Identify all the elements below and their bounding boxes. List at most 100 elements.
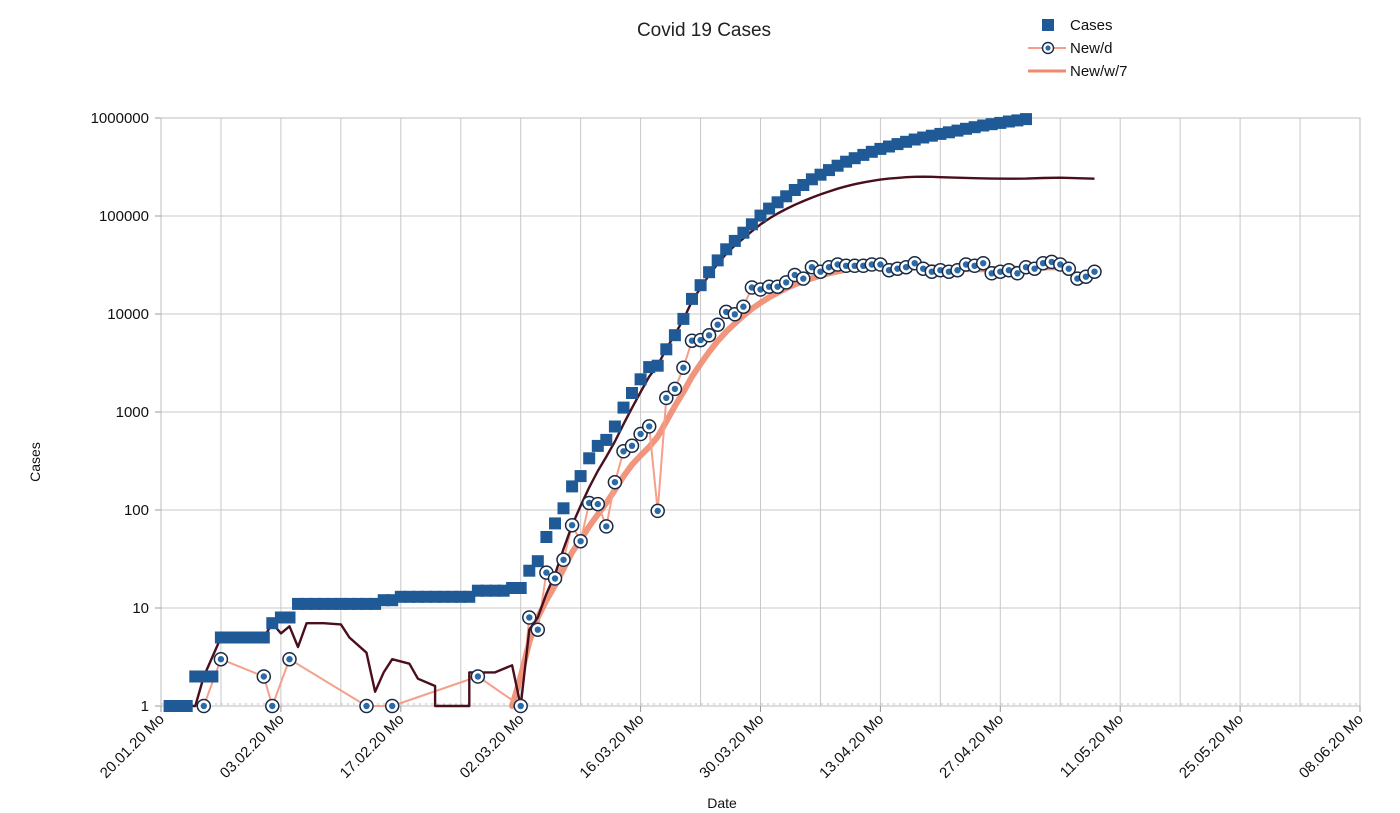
y-tick-label: 100000 [99,208,149,225]
new-d-point [641,419,657,434]
x-tick-label: 02.03.20 Mo [457,711,528,782]
cases-point [703,266,716,279]
new-d-point-dot [200,702,207,710]
cases-point [514,582,527,594]
chart-title: Covid 19 Cases [637,20,771,41]
legend-cases-swatch [1042,19,1054,31]
new-d-point-dot [217,656,225,663]
new-d-point [796,271,811,286]
new-d-point [599,519,614,534]
new-d-point-dot [774,283,781,290]
cases-point [1020,113,1032,126]
new-d-point [573,533,588,549]
cases-point [668,329,681,342]
series-new-d-line [202,260,1096,707]
cases-point [660,343,673,356]
x-tick-label: 11.05.20 Mo [1057,711,1127,781]
cases-point [994,116,1007,129]
new-d-point-dot [1091,268,1098,275]
new-d-point [701,328,717,343]
cases-point [583,452,596,465]
new-d-point-dot [1082,273,1090,280]
y-tick-label: 100 [124,502,149,519]
new-d-point [607,474,623,490]
cases-point [540,531,553,543]
new-d-point-dot [526,614,533,621]
new-d-point [213,651,229,667]
legend-cases-label: Cases [1070,17,1113,34]
new-d-point-dot [817,268,824,275]
new-d-point-dot [954,267,961,274]
new-d-point-dot [714,321,721,328]
new-d-point-dot [620,448,627,455]
new-d-point-dot [671,385,679,393]
new-d-point [530,622,546,637]
new-d-point-dot [800,275,807,282]
new-d-point-dot [551,575,559,582]
y-tick-label: 10 [132,600,149,617]
new-d-point [196,698,212,714]
cases-point [634,373,647,386]
new-d-point-dot [286,656,293,663]
new-d-point [547,571,563,586]
new-d-point-dot [1014,270,1021,277]
series-layer [163,113,1102,714]
new-d-point [564,517,580,533]
new-d-point-dot [1065,265,1073,272]
x-tick-label: 30.03.20 Mo [696,711,767,782]
new-d-point-dot [568,522,576,529]
series-new-w7-line [509,262,1072,709]
x-tick-label: 16.03.20 Mo [576,711,647,782]
new-d-point-dot [646,423,653,430]
new-d-point-dot [577,538,584,545]
new-d-point [710,317,725,332]
new-d-point-dot [654,507,661,515]
new-d-point [667,381,683,397]
new-d-point [384,698,400,714]
new-d-point [470,669,486,684]
new-d-point [736,299,751,314]
cases-point [686,292,698,305]
new-d-point-dot [260,673,267,680]
new-d-point [282,651,297,667]
cases-point [677,312,690,325]
new-d-point [659,390,674,406]
cases-point [617,401,630,414]
x-tick-label: 27.04.20 Mo [936,711,1007,782]
cases-point [283,611,296,624]
new-d-point-dot [560,556,567,563]
new-d-point-dot [363,702,370,710]
x-tick-label: 25.05.20 Mo [1176,711,1247,782]
new-d-point-dot [740,303,747,310]
y-axis-label: Cases [27,442,43,482]
new-d-point-dot [637,430,644,438]
new-d-point-dot [534,626,541,633]
y-tick-label: 1000 [116,404,149,421]
new-d-point-dot [808,264,816,271]
new-d-point-dot [663,394,670,402]
cases-point [608,420,621,433]
new-d-point-dot [628,442,636,449]
cases-point [531,555,544,568]
new-d-point [359,698,374,714]
x-tick-label: 13.04.20 Mo [816,711,887,782]
new-d-point-dot [731,311,738,318]
new-d-point [590,496,606,512]
cases-point [934,127,947,140]
new-d-point [513,698,528,714]
new-d-point [1087,264,1102,279]
new-d-point-dot [543,569,550,576]
new-d-point-dot [697,336,704,344]
cases-point [523,564,536,577]
new-d-point-dot [269,702,276,710]
new-d-point [265,698,280,714]
cases-point [651,359,664,372]
x-tick-label: 08.06.20 Mo [1296,711,1367,782]
x-tick-label: 20.01.20 Mo [97,711,168,782]
cases-point [711,254,724,267]
cases-point [694,279,707,292]
cases-point [626,387,638,399]
legend-new-d-label: New/d [1070,40,1113,57]
